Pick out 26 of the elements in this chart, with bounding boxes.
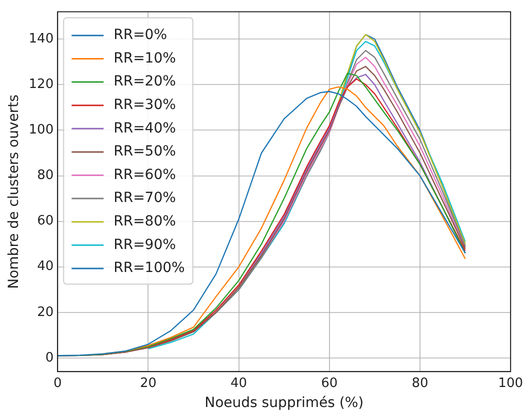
legend-label: RR=90% bbox=[114, 236, 176, 253]
legend-label: RR=30% bbox=[114, 96, 176, 113]
y-tick-label: 40 bbox=[37, 259, 54, 274]
y-tick-label: 20 bbox=[37, 304, 54, 320]
y-tick-label: 140 bbox=[28, 32, 54, 46]
x-tick-label: 40 bbox=[230, 376, 248, 391]
legend-label: RR=40% bbox=[114, 120, 176, 136]
x-tick-label: 60 bbox=[321, 376, 338, 391]
y-tick-label: 80 bbox=[37, 168, 54, 184]
y-tick-label: 60 bbox=[37, 214, 54, 229]
x-tick-label: 100 bbox=[498, 376, 524, 391]
legend-label: RR=20% bbox=[114, 74, 176, 90]
x-tick-label: 20 bbox=[140, 376, 156, 391]
x-tick-label: 80 bbox=[412, 376, 428, 391]
legend-label: RR=100% bbox=[114, 260, 185, 276]
y-axis-title: Nombre de clusters ouverts bbox=[6, 94, 22, 289]
x-axis-title: Noeuds supprimés (%) bbox=[204, 395, 364, 412]
legend-label: RR=60% bbox=[114, 166, 176, 183]
y-tick-label: 100 bbox=[28, 122, 54, 138]
legend-label: RR=50% bbox=[114, 144, 176, 160]
y-tick-label: 120 bbox=[28, 77, 54, 92]
legend-label: RR=0% bbox=[114, 27, 168, 44]
legend-label: RR=70% bbox=[114, 190, 176, 206]
legend-label: RR=10% bbox=[114, 50, 176, 66]
y-tick-label: 0 bbox=[45, 350, 54, 366]
legend-label: RR=80% bbox=[114, 213, 176, 230]
